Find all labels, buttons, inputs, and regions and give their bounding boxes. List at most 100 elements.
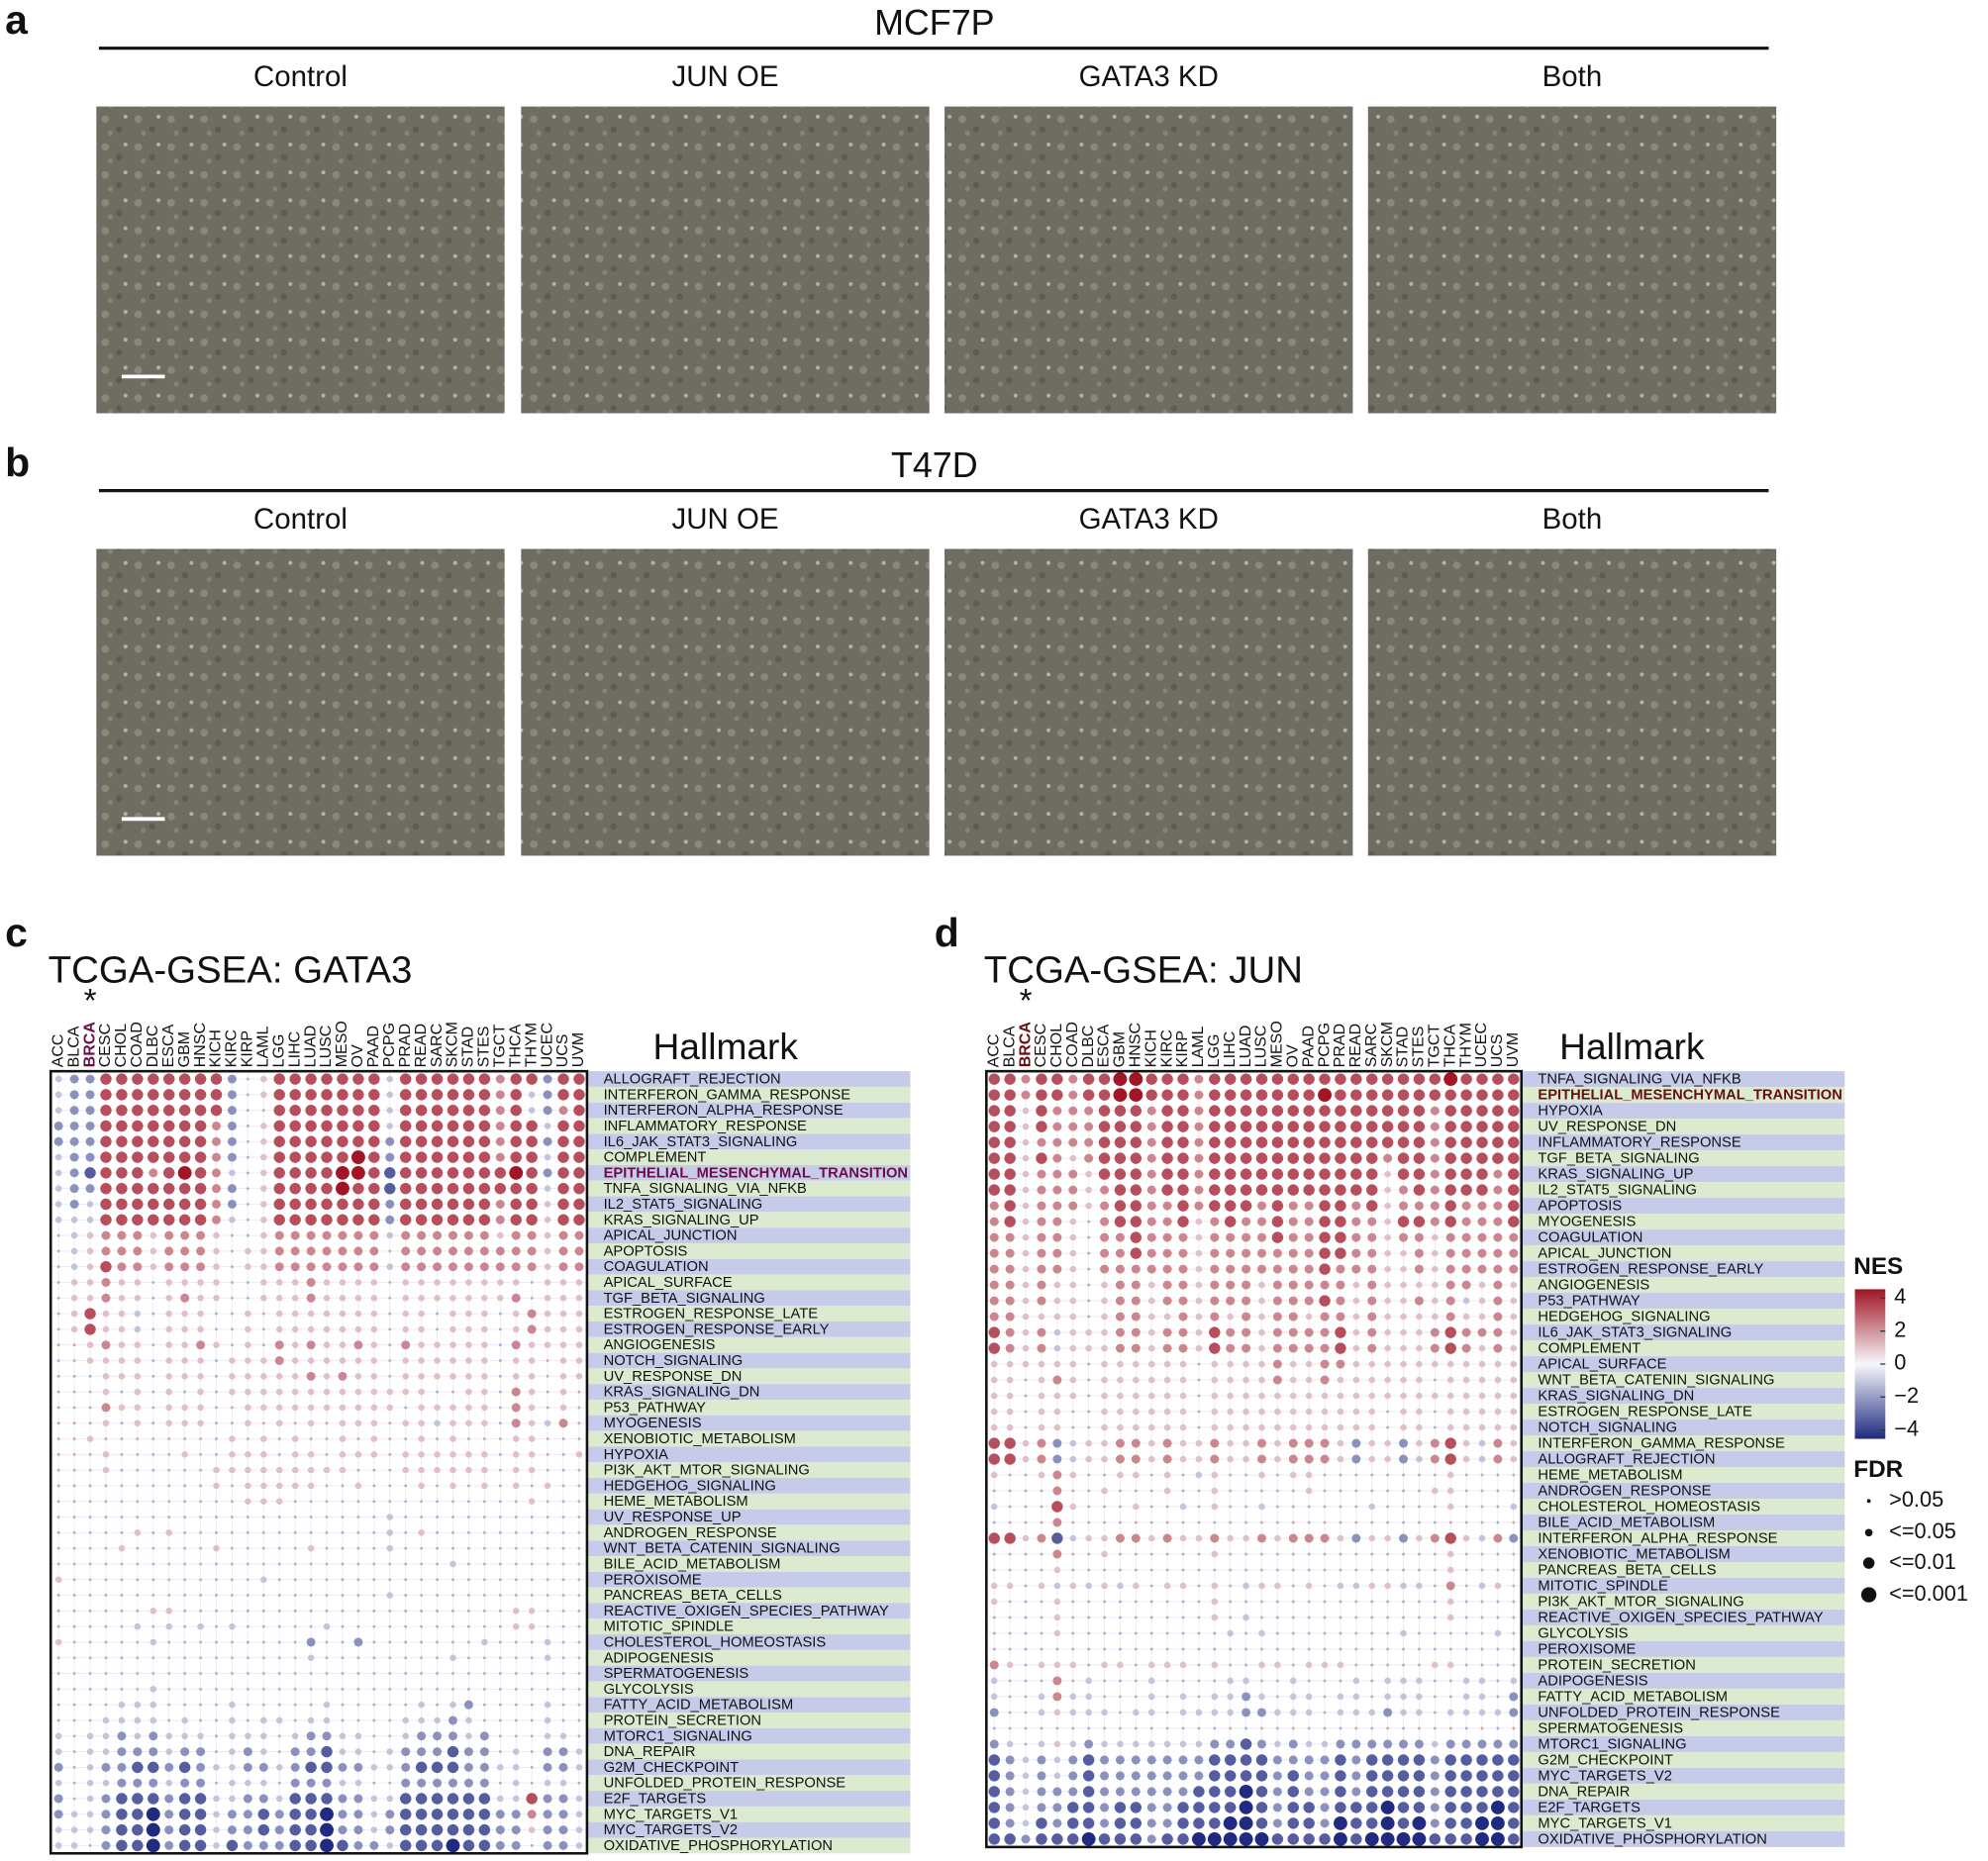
nes-dot: [989, 1105, 1000, 1116]
nes-dot: [1258, 1298, 1265, 1305]
nes-dot: [1256, 1136, 1267, 1147]
nes-dot: [388, 1672, 391, 1675]
nes-dot: [1495, 1377, 1502, 1384]
nes-dot: [1338, 1377, 1344, 1384]
nes-dot: [547, 1375, 549, 1378]
nes-dot: [1039, 1361, 1045, 1368]
nes-dot: [247, 1719, 249, 1722]
nes-dot: [400, 1167, 411, 1178]
nes-dot: [418, 1435, 425, 1442]
nes-dot: [451, 1672, 454, 1675]
nes-dot: [464, 1763, 473, 1772]
nes-dot: [179, 1199, 190, 1210]
nes-dot: [183, 1516, 186, 1518]
nes-dot: [1354, 1664, 1357, 1667]
nes-dot: [89, 1844, 92, 1847]
nes-dot: [1384, 1456, 1391, 1463]
nes-dot: [432, 1199, 443, 1210]
nes-dot: [1103, 1632, 1106, 1635]
nes-dot: [274, 1215, 285, 1225]
nes-dot: [1447, 1424, 1454, 1431]
nes-dot: [1147, 1265, 1156, 1274]
nes-dot: [562, 1516, 565, 1518]
row-label: HEDGEHOG_SIGNALING: [1538, 1310, 1710, 1325]
nes-dot: [276, 1764, 283, 1771]
nes-dot: [1147, 1803, 1156, 1812]
nes-dot: [215, 1313, 218, 1316]
nes-dot: [305, 1089, 316, 1100]
nes-dot: [1117, 1377, 1124, 1384]
nes-dot: [260, 1389, 267, 1396]
nes-dot: [1400, 1694, 1407, 1701]
nes-dot: [1052, 1218, 1061, 1226]
nes-dot: [545, 1732, 551, 1739]
nes-dot: [1319, 1231, 1330, 1242]
micrograph: [521, 549, 929, 856]
nes-dot: [531, 1766, 534, 1769]
nes-dot: [212, 1184, 221, 1193]
nes-dot: [1116, 1344, 1125, 1353]
nes-dot: [1242, 1692, 1250, 1701]
nes-dot: [1353, 1678, 1360, 1685]
nes-dot: [436, 1563, 439, 1566]
nes-dot: [1006, 1755, 1015, 1764]
row-label: INTERFERON_GAMMA_RESPONSE: [1538, 1436, 1785, 1452]
nes-dot: [1166, 1680, 1169, 1683]
nes-dot: [1039, 1710, 1045, 1716]
nes-dot: [1116, 1534, 1125, 1543]
nes-dot: [1132, 1281, 1141, 1290]
nes-dot: [1116, 1313, 1125, 1322]
nes-dot: [1446, 1739, 1455, 1748]
nes-dot: [388, 1281, 391, 1284]
nes-dot: [1306, 1662, 1313, 1669]
nes-dot: [1366, 1770, 1377, 1781]
nes-dot: [86, 1075, 95, 1084]
nes-dot: [1163, 1818, 1172, 1827]
nes-dot: [229, 1732, 236, 1739]
nes-dot: [1025, 1569, 1028, 1572]
nes-dot: [1180, 1694, 1187, 1701]
nes-dot: [197, 1420, 204, 1426]
nes-dot: [1338, 1393, 1344, 1400]
nes-dot: [1229, 1553, 1232, 1556]
nes-dot: [1242, 1249, 1250, 1258]
nes-dot: [340, 1357, 347, 1364]
nes-dot: [1225, 1121, 1236, 1131]
nes-dot: [1495, 1361, 1502, 1368]
nes-dot: [1197, 1395, 1200, 1398]
nes-dot: [1258, 1424, 1265, 1431]
nes-dot: [1402, 1521, 1405, 1524]
nes-dot: [562, 1500, 565, 1503]
nes-dot: [1432, 1488, 1439, 1495]
nes-dot: [1023, 1139, 1030, 1146]
nes-dot: [356, 1578, 359, 1581]
nes-dot: [336, 1182, 349, 1196]
nes-dot: [1054, 1773, 1061, 1780]
nes-dot: [1052, 1676, 1061, 1685]
nes-dot: [1041, 1616, 1044, 1619]
nes-dot: [1509, 1739, 1518, 1748]
nes-dot: [1150, 1632, 1153, 1635]
nes-dot: [436, 1531, 439, 1534]
row-label: G2M_CHECKPOINT: [1538, 1752, 1673, 1768]
nes-dot: [89, 1453, 92, 1456]
nes-dot: [1041, 1680, 1044, 1683]
nes-dot: [1478, 1328, 1487, 1337]
nes-dot: [1177, 1802, 1188, 1812]
nes-dot: [1023, 1805, 1030, 1812]
nes-dot: [1290, 1472, 1297, 1479]
nes-dot: [196, 1763, 205, 1772]
nes-dot: [1334, 1816, 1347, 1830]
nes-dot: [483, 1563, 486, 1566]
row-label: CHOLESTEROL_HOMEOSTASIS: [604, 1634, 827, 1650]
nes-dot: [1338, 1694, 1344, 1701]
nes-dot: [151, 1516, 154, 1518]
nes-dot: [369, 1841, 378, 1850]
nes-dot: [1511, 1345, 1518, 1352]
nes-dot: [1116, 1281, 1125, 1290]
nes-dot: [449, 1702, 456, 1709]
nes-dot: [1431, 1218, 1440, 1226]
nes-dot: [531, 1531, 534, 1534]
nes-dot: [496, 1153, 505, 1162]
nes-dot: [1335, 1247, 1345, 1258]
